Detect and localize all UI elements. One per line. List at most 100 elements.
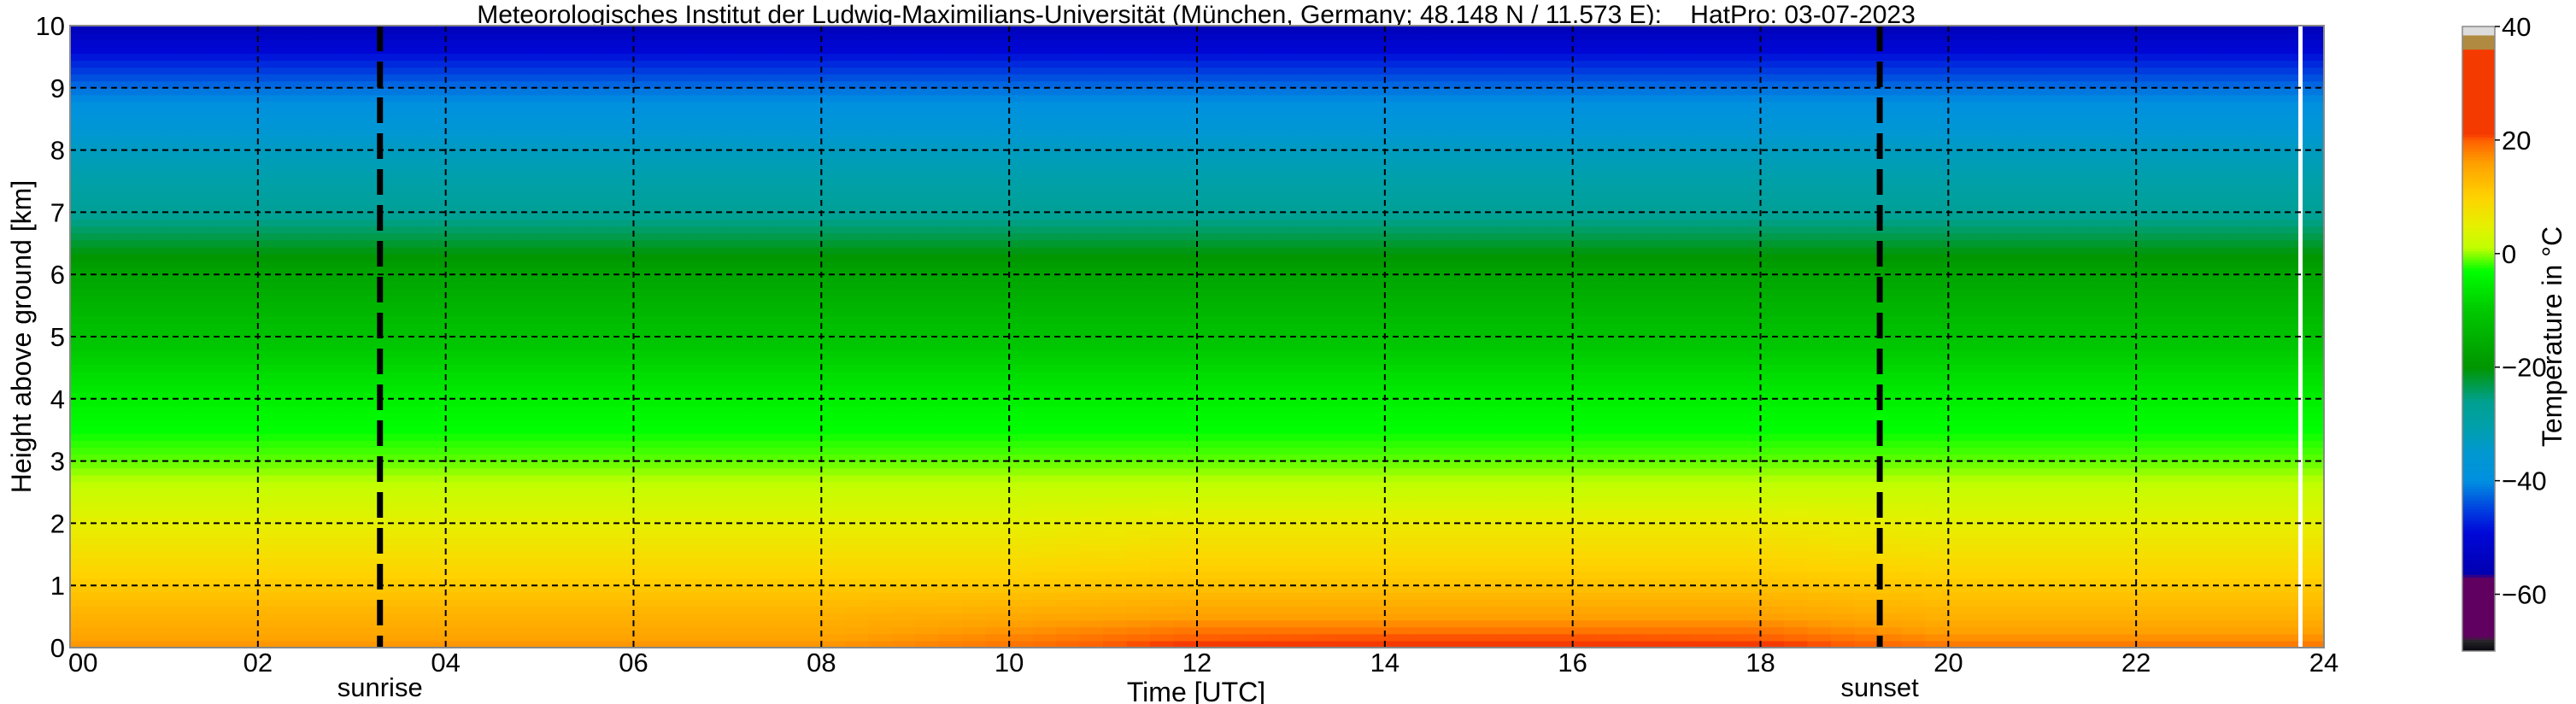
heatmap-cell [727, 329, 752, 337]
heatmap-cell [1009, 302, 1034, 310]
heatmap-cell [680, 163, 705, 172]
heatmap-cell [398, 606, 423, 614]
heatmap-cell [187, 550, 212, 559]
heatmap-cell [398, 557, 423, 566]
heatmap-cell [304, 315, 329, 324]
heatmap-cell [656, 32, 682, 40]
heatmap-cell [1009, 461, 1034, 469]
heatmap-cell [891, 302, 916, 310]
heatmap-cell [656, 572, 682, 579]
heatmap-cell [234, 274, 259, 282]
heatmap-cell [1056, 239, 1081, 248]
heatmap-cell [1079, 274, 1104, 282]
heatmap-cell [844, 136, 869, 144]
heatmap-cell [1314, 94, 1339, 103]
heatmap-cell [844, 633, 869, 642]
heatmap-cell [1150, 212, 1175, 220]
heatmap-cell [351, 371, 376, 379]
heatmap-cell [1056, 267, 1081, 275]
heatmap-cell [281, 295, 306, 303]
heatmap-cell [539, 143, 564, 151]
heatmap-cell [1173, 212, 1198, 220]
heatmap-cell [351, 261, 376, 268]
heatmap-cell [210, 246, 235, 255]
heatmap-cell [445, 122, 470, 130]
heatmap-cell [844, 185, 869, 192]
heatmap-cell [1243, 261, 1269, 268]
heatmap-cell [680, 185, 705, 192]
heatmap-cell [516, 502, 541, 510]
heatmap-cell [774, 80, 799, 89]
heatmap-cell [563, 239, 588, 248]
heatmap-cell [257, 246, 282, 255]
heatmap-cell [703, 557, 729, 566]
heatmap-cell [774, 488, 799, 496]
heatmap-cell [891, 391, 916, 400]
heatmap-cell [633, 322, 658, 331]
heatmap-cell [70, 101, 95, 109]
heatmap-cell [234, 143, 259, 151]
heatmap-cell [703, 516, 729, 524]
heatmap-cell [1056, 101, 1081, 109]
heatmap-cell [187, 530, 212, 538]
heatmap-cell [563, 46, 588, 54]
heatmap-cell [1220, 177, 1245, 185]
heatmap-cell [1126, 136, 1151, 144]
heatmap-cell [1150, 329, 1175, 337]
heatmap-cell [1150, 543, 1175, 552]
heatmap-cell [140, 481, 165, 490]
heatmap-cell [1243, 440, 1269, 449]
heatmap-cell [116, 516, 142, 524]
heatmap-cell [257, 550, 282, 559]
heatmap-cell [915, 384, 940, 393]
heatmap-cell [703, 384, 729, 393]
heatmap-cell [1056, 613, 1081, 621]
heatmap-cell [915, 322, 940, 331]
heatmap-cell [656, 67, 682, 75]
heatmap-cell [703, 585, 729, 593]
heatmap-cell [774, 550, 799, 559]
heatmap-cell [445, 461, 470, 469]
heatmap-cell [586, 322, 611, 331]
heatmap-cell [163, 246, 188, 255]
heatmap-cell [962, 261, 987, 268]
heatmap-cell [750, 80, 775, 89]
heatmap-cell [187, 115, 212, 123]
heatmap-cell [891, 530, 916, 538]
heatmap-cell [1009, 398, 1034, 407]
heatmap-cell [1290, 488, 1315, 496]
heatmap-cell [1197, 440, 1222, 449]
heatmap-cell [1126, 274, 1151, 282]
heatmap-cell [328, 599, 353, 607]
heatmap-cell [1314, 329, 1339, 337]
heatmap-cell [1197, 405, 1222, 414]
heatmap-cell [656, 337, 682, 344]
heatmap-cell [93, 633, 118, 642]
heatmap-cell [610, 640, 635, 648]
heatmap-cell [962, 170, 987, 179]
heatmap-cell [1009, 26, 1034, 33]
heatmap-cell [750, 337, 775, 344]
heatmap-cell [985, 246, 1010, 255]
heatmap-cell [727, 60, 752, 68]
heatmap-cell [985, 198, 1010, 206]
heatmap-cell [633, 337, 658, 344]
heatmap-cell [1314, 537, 1339, 545]
heatmap-cell [210, 163, 235, 172]
heatmap-cell [844, 177, 869, 185]
heatmap-cell [492, 572, 517, 579]
heatmap-cell [1150, 198, 1175, 206]
heatmap-cell [281, 564, 306, 572]
heatmap-cell [1337, 163, 1362, 172]
heatmap-cell [539, 572, 564, 579]
heatmap-cell [328, 530, 353, 538]
heatmap-cell [539, 295, 564, 303]
heatmap-cell [1290, 80, 1315, 89]
heatmap-cell [656, 412, 682, 420]
heatmap-cell [727, 219, 752, 227]
heatmap-cell [915, 261, 940, 268]
heatmap-cell [516, 592, 541, 600]
heatmap-cell [93, 163, 118, 172]
heatmap-cell [633, 274, 658, 282]
heatmap-cell [1009, 322, 1034, 331]
